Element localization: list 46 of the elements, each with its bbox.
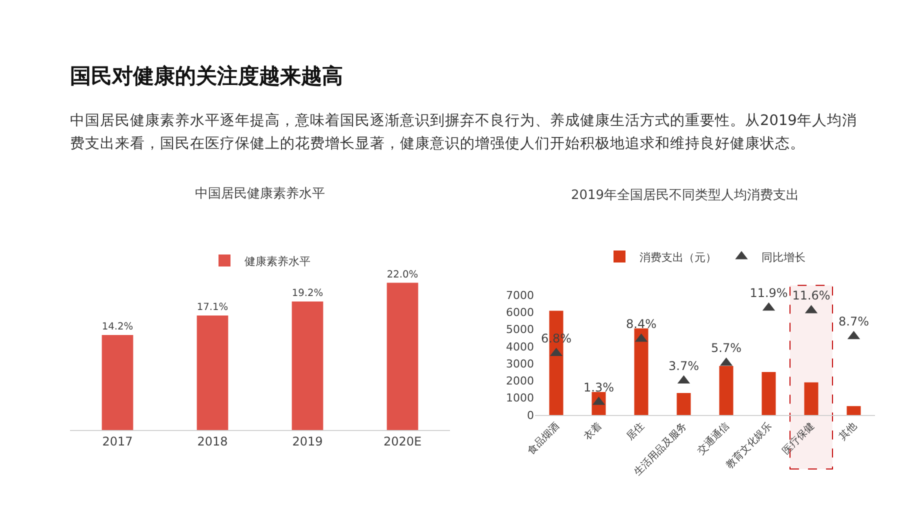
data-label: 14.2% <box>102 321 134 332</box>
data-label: 8.7% <box>838 314 869 328</box>
bar <box>102 334 134 430</box>
data-label: 5.7% <box>711 341 742 356</box>
bar <box>292 301 324 430</box>
x-tick-label: 食品烟酒 <box>525 420 562 457</box>
x-tick-label: 衣着 <box>582 420 604 443</box>
bar <box>676 393 691 415</box>
data-label: 8.4% <box>626 317 656 332</box>
y-tick-label: 0 <box>527 408 534 422</box>
x-tick-label: 其他 <box>836 420 860 443</box>
bar <box>846 406 861 415</box>
x-tick-label: 2017 <box>102 434 133 448</box>
bar <box>719 366 734 415</box>
data-label: 19.2% <box>292 288 324 300</box>
data-label: 17.1% <box>196 302 228 314</box>
y-tick-label: 5000 <box>506 323 534 336</box>
y-tick-label: 3000 <box>506 357 534 370</box>
data-label: 11.6% <box>792 288 830 303</box>
legend-label: 消费支出（元） <box>640 250 716 264</box>
data-label: 3.7% <box>668 358 699 373</box>
bar <box>196 316 228 430</box>
y-tick-label: 6000 <box>506 306 534 319</box>
bar <box>386 282 418 430</box>
x-tick-label: 医疗保健 <box>780 420 817 457</box>
y-tick-label: 4000 <box>506 340 534 354</box>
y-tick-label: 1000 <box>506 392 534 405</box>
data-label: 11.9% <box>750 286 788 300</box>
text: 中国居民健康素养水平逐年提高，意味着国民逐渐意识到摒弃不良行为、养成健康生活方式的重要性。从2019年人均消费支出来看，国民在医疗保健上的花费增长显著，健康意识的增强使人们开始积极地追求和维持良好健康状态。 <box>70 112 858 154</box>
data-label: 22.0% <box>386 269 418 280</box>
x-tick-label: 2019 <box>292 434 323 448</box>
bar <box>804 382 818 415</box>
chart-title: 中国居民健康素养水平 <box>195 185 325 202</box>
x-tick-label: 2020E <box>383 434 422 448</box>
legend-label: 健康素养水平 <box>244 254 310 268</box>
bar <box>634 328 648 415</box>
x-tick-label: 2018 <box>197 434 228 448</box>
chart-title: 2019年全国居民不同类型人均消费支出 <box>570 188 800 203</box>
y-tick-label: 7000 <box>506 288 534 302</box>
data-label: 1.3% <box>584 380 614 394</box>
x-tick-label: 居住 <box>624 420 647 443</box>
bar <box>762 372 776 415</box>
legend-label: 同比增长 <box>762 250 806 264</box>
y-tick-label: 2000 <box>506 374 534 388</box>
x-tick-label: 交通通信 <box>695 420 732 457</box>
text: 国民对健康的关注度越来越高 <box>70 63 344 90</box>
